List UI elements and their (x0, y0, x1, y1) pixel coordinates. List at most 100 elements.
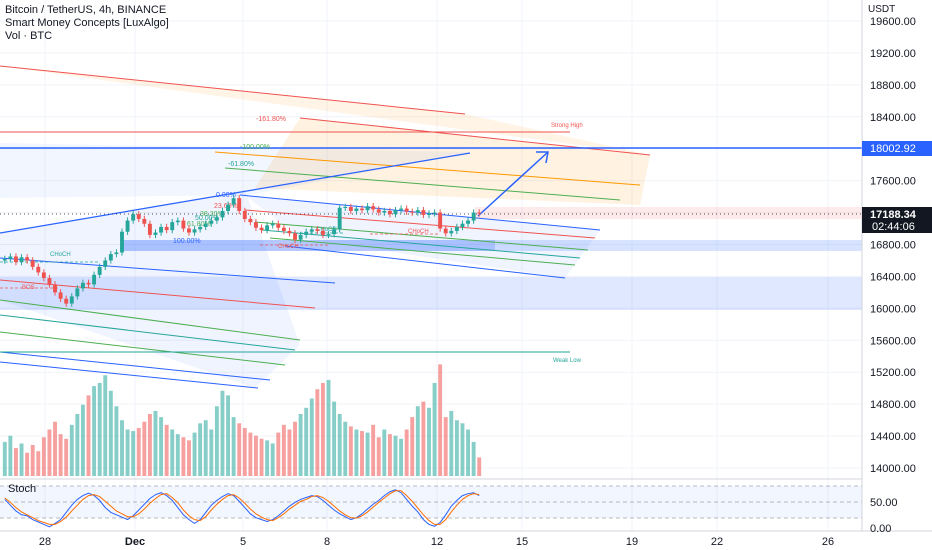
volume-bar (287, 429, 292, 476)
annotations: Strong High Weak Low CHoCH BOS CHoCH CHo… (22, 116, 583, 364)
volume-bar (226, 395, 230, 476)
candle-body (153, 232, 158, 235)
volume-bar (438, 364, 443, 476)
candle-body (120, 231, 124, 253)
volume-bar (2, 441, 7, 476)
drawing-layer (0, 65, 862, 389)
volume-bar (170, 429, 175, 476)
price-tick: 18800.00 (870, 80, 916, 92)
volume-bar (25, 452, 30, 476)
candle-body (421, 210, 426, 215)
candle-body (103, 260, 108, 267)
svg-text:18002.92: 18002.92 (870, 143, 916, 155)
candle-body (315, 229, 320, 231)
volume-bar (281, 424, 286, 476)
time-tick: 5 (240, 536, 246, 548)
time-axis[interactable]: 28 Dec 5 8 12 15 19 22 26 (39, 536, 834, 548)
volume-bar (58, 434, 63, 476)
volume-bar (41, 437, 46, 476)
candle-body (86, 282, 91, 285)
time-tick: 26 (822, 536, 834, 548)
price-tick: 16800.00 (870, 240, 916, 252)
demand-zone-3 (0, 277, 862, 310)
candle-body (47, 278, 52, 285)
price-tick: 14400.00 (870, 431, 916, 443)
volume-bar (421, 401, 426, 476)
price-tick: 17600.00 (870, 176, 916, 188)
price-axis[interactable]: 19600.0019200.0018800.0018400.0018000.00… (870, 16, 916, 475)
candle-body (276, 223, 281, 228)
candle-body (231, 198, 236, 205)
candle-body (125, 220, 130, 232)
volume-bar (471, 441, 476, 476)
candle-body (36, 266, 41, 273)
candle-body (64, 298, 69, 304)
time-tick: 12 (431, 536, 443, 548)
candle-body (25, 257, 30, 261)
volume-bar (454, 420, 459, 476)
candle-body (198, 226, 203, 230)
candle-body (254, 222, 258, 228)
volume-bar (348, 426, 353, 476)
volume-bar (47, 429, 52, 476)
volume-bar (254, 435, 258, 476)
fib-zone-blue-upper (0, 143, 470, 198)
time-tick: 15 (516, 536, 528, 548)
stoch-title[interactable]: Stoch (8, 483, 37, 495)
volume-bar (466, 429, 470, 476)
price-tick: 14800.00 (870, 399, 916, 411)
volume-bar (326, 379, 331, 476)
volume-bar (371, 424, 376, 476)
candle-body (466, 220, 470, 224)
symbol-title[interactable]: Bitcoin / TetherUS, 4h, BINANCE (5, 4, 167, 16)
candle-body (147, 223, 152, 235)
candle-body (382, 210, 387, 213)
candle-body (187, 228, 191, 233)
candle-body (393, 210, 398, 215)
indicator-title[interactable]: Smart Money Concepts [LuxAlgo] (5, 17, 169, 29)
candle-body (75, 288, 80, 297)
volume-bar (136, 427, 141, 476)
volume-bar (304, 407, 309, 476)
price-tick: 18400.00 (870, 112, 916, 124)
volume-bar (181, 437, 186, 476)
candle-body (164, 226, 169, 231)
volume-bar (175, 434, 180, 476)
volume-bar (399, 438, 404, 476)
volume-bar (159, 417, 164, 476)
svg-text:17188.34: 17188.34 (870, 209, 917, 221)
volume-title[interactable]: Vol · BTC (5, 30, 53, 42)
volume-bar (410, 417, 415, 476)
candle-body (209, 220, 214, 224)
volume-bar (209, 429, 214, 476)
candle-body (320, 230, 325, 235)
fib-label-100: 100.00% (173, 238, 201, 245)
price-tick: 16400.00 (870, 271, 916, 283)
volume-bar (270, 443, 275, 476)
volume-bar (387, 434, 392, 476)
price-tick: 16000.00 (870, 303, 916, 315)
demand-zone-2 (495, 240, 862, 251)
supply-zone (475, 207, 862, 219)
candle-body (410, 211, 415, 213)
fib-label-n61: -61.80% (228, 161, 254, 168)
candle-body (226, 204, 230, 211)
fib-label-n100: -100.00% (240, 144, 270, 151)
volume-bar (248, 432, 253, 476)
candle-body (108, 254, 113, 261)
volume-bar (320, 383, 325, 476)
candle-body (159, 226, 164, 233)
volume-bar (477, 457, 482, 476)
volume-bar (293, 421, 297, 476)
candle-body (8, 256, 13, 259)
volume-bar (427, 407, 431, 476)
volume-bar (187, 440, 191, 476)
candle-body (114, 252, 119, 255)
volume-bar (164, 424, 169, 476)
fib-label-23: 23.60% (214, 203, 238, 210)
time-tick: 8 (324, 536, 330, 548)
candle-body (237, 198, 242, 211)
price-badge-strong-high: 18002.92 (862, 141, 932, 156)
